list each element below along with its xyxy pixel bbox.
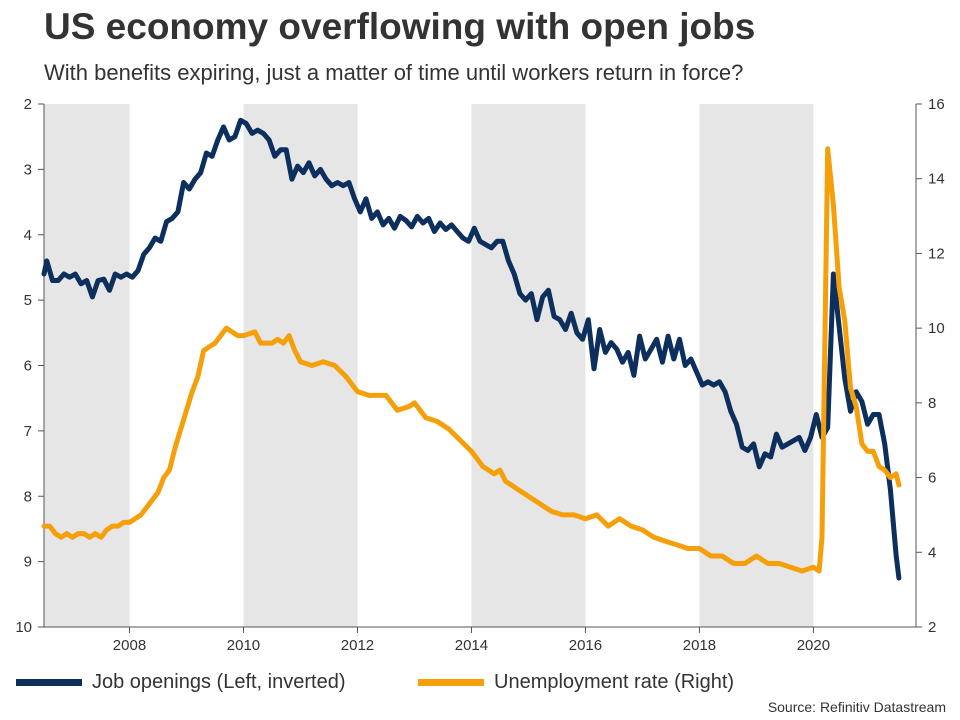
legend-item-job-openings: Job openings (Left, inverted) (16, 668, 346, 696)
x-tick-label: 2020 (797, 637, 830, 654)
legend-item-unemployment: Unemployment rate (Right) (418, 668, 734, 696)
x-tick-label: 2008 (113, 637, 146, 654)
shaded-band (243, 104, 358, 627)
right-tick-label: 14 (928, 171, 945, 188)
left-tick-label: 2 (24, 96, 32, 113)
left-tick-label: 6 (24, 358, 32, 375)
left-tick-label: 9 (24, 554, 32, 571)
right-tick-label: 12 (928, 245, 945, 262)
job-openings-swatch (16, 678, 82, 686)
left-tick-label: 10 (15, 619, 32, 636)
x-tick-label: 2012 (341, 637, 374, 654)
left-tick-label: 3 (24, 161, 32, 178)
left-tick-label: 7 (24, 423, 32, 440)
left-tick-label: 4 (24, 227, 32, 244)
right-tick-label: 16 (928, 96, 945, 113)
x-tick-label: 2018 (683, 637, 716, 654)
unemployment-rate-line (41, 146, 902, 574)
job-openings-line (41, 117, 902, 581)
source-note: Source: Refinitiv Datastream (767, 699, 946, 715)
right-tick-label: 2 (928, 619, 936, 636)
right-tick-label: 6 (928, 470, 936, 487)
chart-title: US economy overflowing with open jobs (44, 6, 756, 47)
right-tick-label: 4 (928, 544, 936, 561)
legend-label: Unemployment rate (Right) (494, 670, 735, 693)
shaded-band (44, 104, 130, 627)
chart-subtitle: With benefits expiring, just a matter of… (44, 60, 744, 85)
x-tick-label: 2016 (569, 637, 602, 654)
shaded-band (699, 104, 814, 627)
unemployment-swatch (418, 678, 484, 686)
x-tick-label: 2014 (455, 637, 488, 654)
legend-label: Job openings (Left, inverted) (92, 670, 346, 693)
left-tick-label: 5 (24, 292, 32, 309)
right-tick-label: 10 (928, 320, 945, 337)
left-tick-label: 8 (24, 488, 32, 505)
right-tick-label: 8 (928, 395, 936, 412)
x-tick-label: 2010 (227, 637, 260, 654)
shaded-band (471, 104, 586, 627)
